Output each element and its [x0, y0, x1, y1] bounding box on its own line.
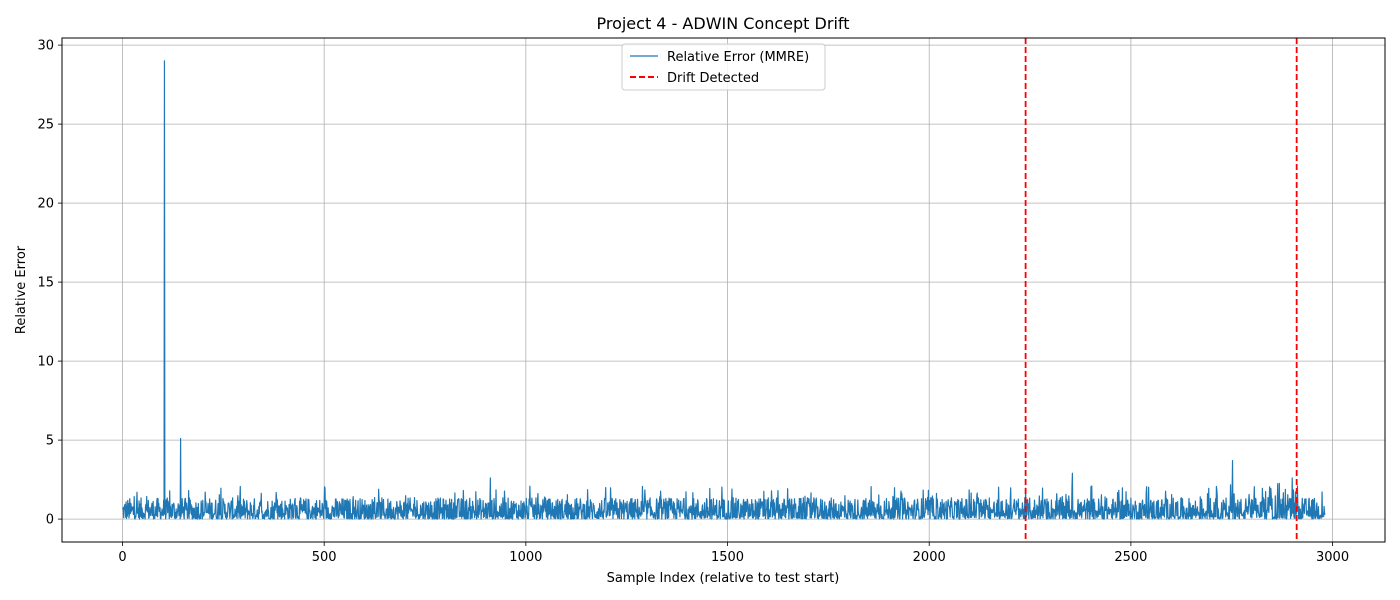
- x-tick-label: 1500: [711, 550, 744, 565]
- legend-label-drift: Drift Detected: [667, 71, 759, 86]
- x-tick-label: 0: [118, 550, 126, 565]
- y-tick-label: 20: [37, 197, 54, 212]
- y-tick-label: 5: [46, 434, 54, 449]
- series-layer: [122, 60, 1326, 520]
- x-tick-label: 3000: [1316, 550, 1349, 565]
- y-tick-label: 15: [37, 276, 54, 291]
- drift-lines: [1024, 38, 1298, 542]
- legend-label-error: Relative Error (MMRE): [667, 50, 809, 65]
- plot-area: [62, 38, 1385, 542]
- plot-frame: [61, 37, 1386, 543]
- x-tick-label: 1000: [509, 550, 542, 565]
- x-tick-label: 2000: [913, 550, 946, 565]
- x-tick-label: 2500: [1114, 550, 1147, 565]
- y-tick-label: 25: [37, 118, 54, 133]
- series-line-relative-error: [122, 60, 1326, 520]
- y-axis-label: Relative Error: [14, 245, 29, 334]
- y-tick-label: 30: [37, 39, 54, 54]
- x-axis-label: Sample Index (relative to test start): [607, 571, 840, 586]
- legend-frame: [621, 43, 826, 91]
- y-tick-label: 10: [37, 355, 54, 370]
- legend: Relative Error (MMRE) Drift Detected: [621, 43, 826, 91]
- x-axis: 0 500 1000 1500 2000 2500 3000: [118, 542, 1349, 565]
- y-axis: 0 5 10 15 20 25 30: [37, 39, 62, 528]
- chart-title: Project 4 - ADWIN Concept Drift: [596, 14, 849, 33]
- y-tick-label: 0: [46, 513, 54, 528]
- x-tick-label: 500: [312, 550, 337, 565]
